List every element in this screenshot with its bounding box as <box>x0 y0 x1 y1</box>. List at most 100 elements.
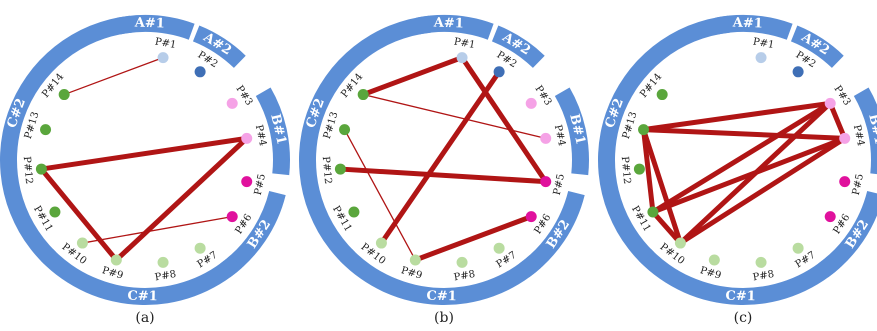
group-band-a2 <box>491 25 545 68</box>
group-band-a1 <box>715 15 793 40</box>
group-band-c2 <box>598 15 730 265</box>
group-label-a1: A#1 <box>133 16 165 32</box>
node-p14 <box>656 89 668 101</box>
node-p4 <box>241 132 253 144</box>
node-p9 <box>708 254 720 266</box>
node-label-p8: P#8 <box>453 269 476 284</box>
group-band-b2 <box>220 190 286 278</box>
node-p7 <box>194 242 206 254</box>
node-p5 <box>540 176 552 188</box>
node-p4 <box>540 132 552 144</box>
group-band-c1 <box>339 248 542 305</box>
group-band-b2 <box>519 190 585 278</box>
node-label-p12: P#12 <box>619 156 632 185</box>
group-band-b2 <box>818 190 877 278</box>
node-label-p13: P#13 <box>621 111 640 141</box>
node-p2 <box>194 66 206 78</box>
panel-caption-a: (a) <box>135 310 154 326</box>
node-p3 <box>824 97 836 109</box>
node-p13 <box>339 124 351 136</box>
group-label-c1: C#1 <box>725 289 756 305</box>
panel-c: A#1A#2B#1B#2C#1C#2P#1P#2P#3P#4P#5P#6P#7P… <box>598 15 877 326</box>
group-band-c2 <box>299 15 431 265</box>
node-label-p12: P#12 <box>320 156 333 185</box>
node-p11 <box>348 206 360 218</box>
edge-p10-p4 <box>677 135 848 246</box>
node-p4 <box>839 132 851 144</box>
node-p12 <box>35 163 47 175</box>
edge-p2-p10 <box>378 69 502 246</box>
node-p2 <box>493 66 505 78</box>
group-label-b1: B#1 <box>267 113 289 147</box>
node-p6 <box>525 211 537 223</box>
edge-p1-p5 <box>459 55 549 185</box>
node-label-p8: P#8 <box>752 269 775 284</box>
group-band-b1 <box>853 87 877 175</box>
group-band-a1 <box>416 14 494 40</box>
node-p6 <box>824 211 836 223</box>
edge-p10-p6 <box>81 215 233 244</box>
node-label-p13: P#13 <box>322 111 341 141</box>
node-label-p1: P#1 <box>154 37 177 52</box>
node-p7 <box>792 242 804 254</box>
edge-p14-p1 <box>63 56 164 96</box>
node-p5 <box>839 176 851 188</box>
edge-p10-p3 <box>677 100 833 246</box>
edge-p3-p4 <box>827 100 848 141</box>
group-band-c2 <box>0 15 132 265</box>
node-label-p5: P#5 <box>851 173 866 196</box>
node-p8 <box>456 256 468 268</box>
group-label-a1: A#1 <box>731 16 763 32</box>
node-label-p1: P#1 <box>453 37 476 52</box>
node-p10 <box>76 237 88 249</box>
node-p1 <box>755 52 767 64</box>
node-p9 <box>110 254 122 266</box>
edge-p11-p4 <box>650 135 848 215</box>
node-p9 <box>409 254 421 266</box>
node-p1 <box>456 52 468 64</box>
node-label-p8: P#8 <box>154 269 177 284</box>
panel-b: A#1A#2B#1B#2C#1C#2P#1P#2P#3P#4P#5P#6P#7P… <box>299 14 589 326</box>
panel-a: A#1A#2B#1B#2C#1C#2P#1P#2P#3P#4P#5P#6P#7P… <box>0 15 290 326</box>
node-label-p5: P#5 <box>552 173 567 196</box>
node-label-p5: P#5 <box>253 173 268 196</box>
edge-p12-p9 <box>38 166 119 263</box>
node-label-p9: P#9 <box>101 265 125 281</box>
node-label-p13: P#13 <box>23 111 42 141</box>
group-band-c1 <box>40 248 243 305</box>
node-p5 <box>241 176 253 188</box>
group-band-b1 <box>554 87 589 176</box>
edge-p14-p1 <box>360 55 465 98</box>
node-label-p1: P#1 <box>752 37 775 52</box>
group-band-a2 <box>790 25 844 68</box>
group-label-b1: B#1 <box>865 113 877 147</box>
node-p10 <box>674 237 686 249</box>
group-label-b1: B#1 <box>566 113 588 147</box>
edge-p12-p4 <box>38 135 250 172</box>
edge-p11-p3 <box>650 100 833 215</box>
edge-p13-p3 <box>641 100 833 133</box>
node-p13 <box>40 124 52 136</box>
node-p1 <box>157 52 169 64</box>
group-label-c1: C#1 <box>127 289 158 305</box>
node-label-p4: P#4 <box>851 124 866 147</box>
group-band-b1 <box>255 87 290 176</box>
node-p13 <box>638 124 650 136</box>
edge-p12-p5 <box>337 166 549 185</box>
node-p14 <box>357 89 369 101</box>
node-p8 <box>157 256 169 268</box>
node-p7 <box>493 242 505 254</box>
node-label-p4: P#4 <box>253 124 268 147</box>
node-p3 <box>226 97 238 109</box>
group-label-c1: C#1 <box>426 289 457 305</box>
node-p12 <box>633 163 645 175</box>
edge-p11-p10 <box>650 209 683 246</box>
group-band-a1 <box>117 15 195 40</box>
group-label-a1: A#1 <box>432 16 464 32</box>
group-band-c1 <box>638 248 841 305</box>
edge-p14-p4 <box>362 93 547 140</box>
node-p2 <box>792 66 804 78</box>
group-band-a2 <box>192 25 246 68</box>
edge-p9-p6 <box>412 214 534 263</box>
